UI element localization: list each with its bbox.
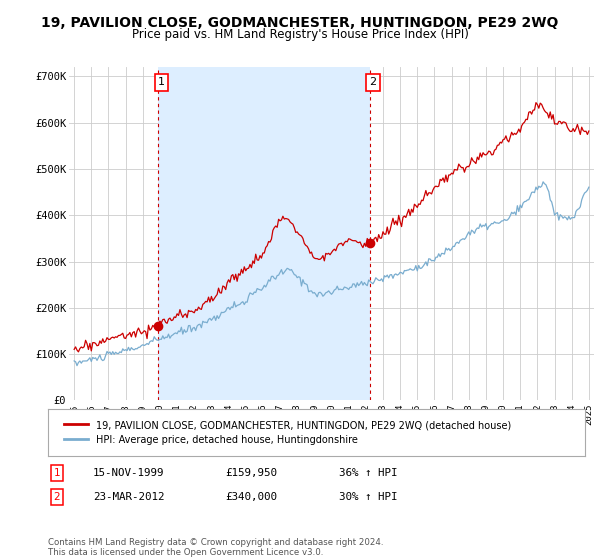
Text: 36% ↑ HPI: 36% ↑ HPI xyxy=(339,468,397,478)
Text: 15-NOV-1999: 15-NOV-1999 xyxy=(93,468,164,478)
Text: 23-MAR-2012: 23-MAR-2012 xyxy=(93,492,164,502)
Text: 1: 1 xyxy=(158,77,165,87)
Text: 2: 2 xyxy=(370,77,377,87)
Text: £340,000: £340,000 xyxy=(225,492,277,502)
Bar xyxy=(158,67,370,400)
Legend: 19, PAVILION CLOSE, GODMANCHESTER, HUNTINGDON, PE29 2WQ (detached house), HPI: A: 19, PAVILION CLOSE, GODMANCHESTER, HUNTI… xyxy=(58,414,517,451)
Text: 2: 2 xyxy=(53,492,61,502)
Text: 30% ↑ HPI: 30% ↑ HPI xyxy=(339,492,397,502)
Text: £159,950: £159,950 xyxy=(225,468,277,478)
Text: Price paid vs. HM Land Registry's House Price Index (HPI): Price paid vs. HM Land Registry's House … xyxy=(131,28,469,41)
Text: 19, PAVILION CLOSE, GODMANCHESTER, HUNTINGDON, PE29 2WQ: 19, PAVILION CLOSE, GODMANCHESTER, HUNTI… xyxy=(41,16,559,30)
Text: Contains HM Land Registry data © Crown copyright and database right 2024.
This d: Contains HM Land Registry data © Crown c… xyxy=(48,538,383,557)
Text: 1: 1 xyxy=(53,468,61,478)
